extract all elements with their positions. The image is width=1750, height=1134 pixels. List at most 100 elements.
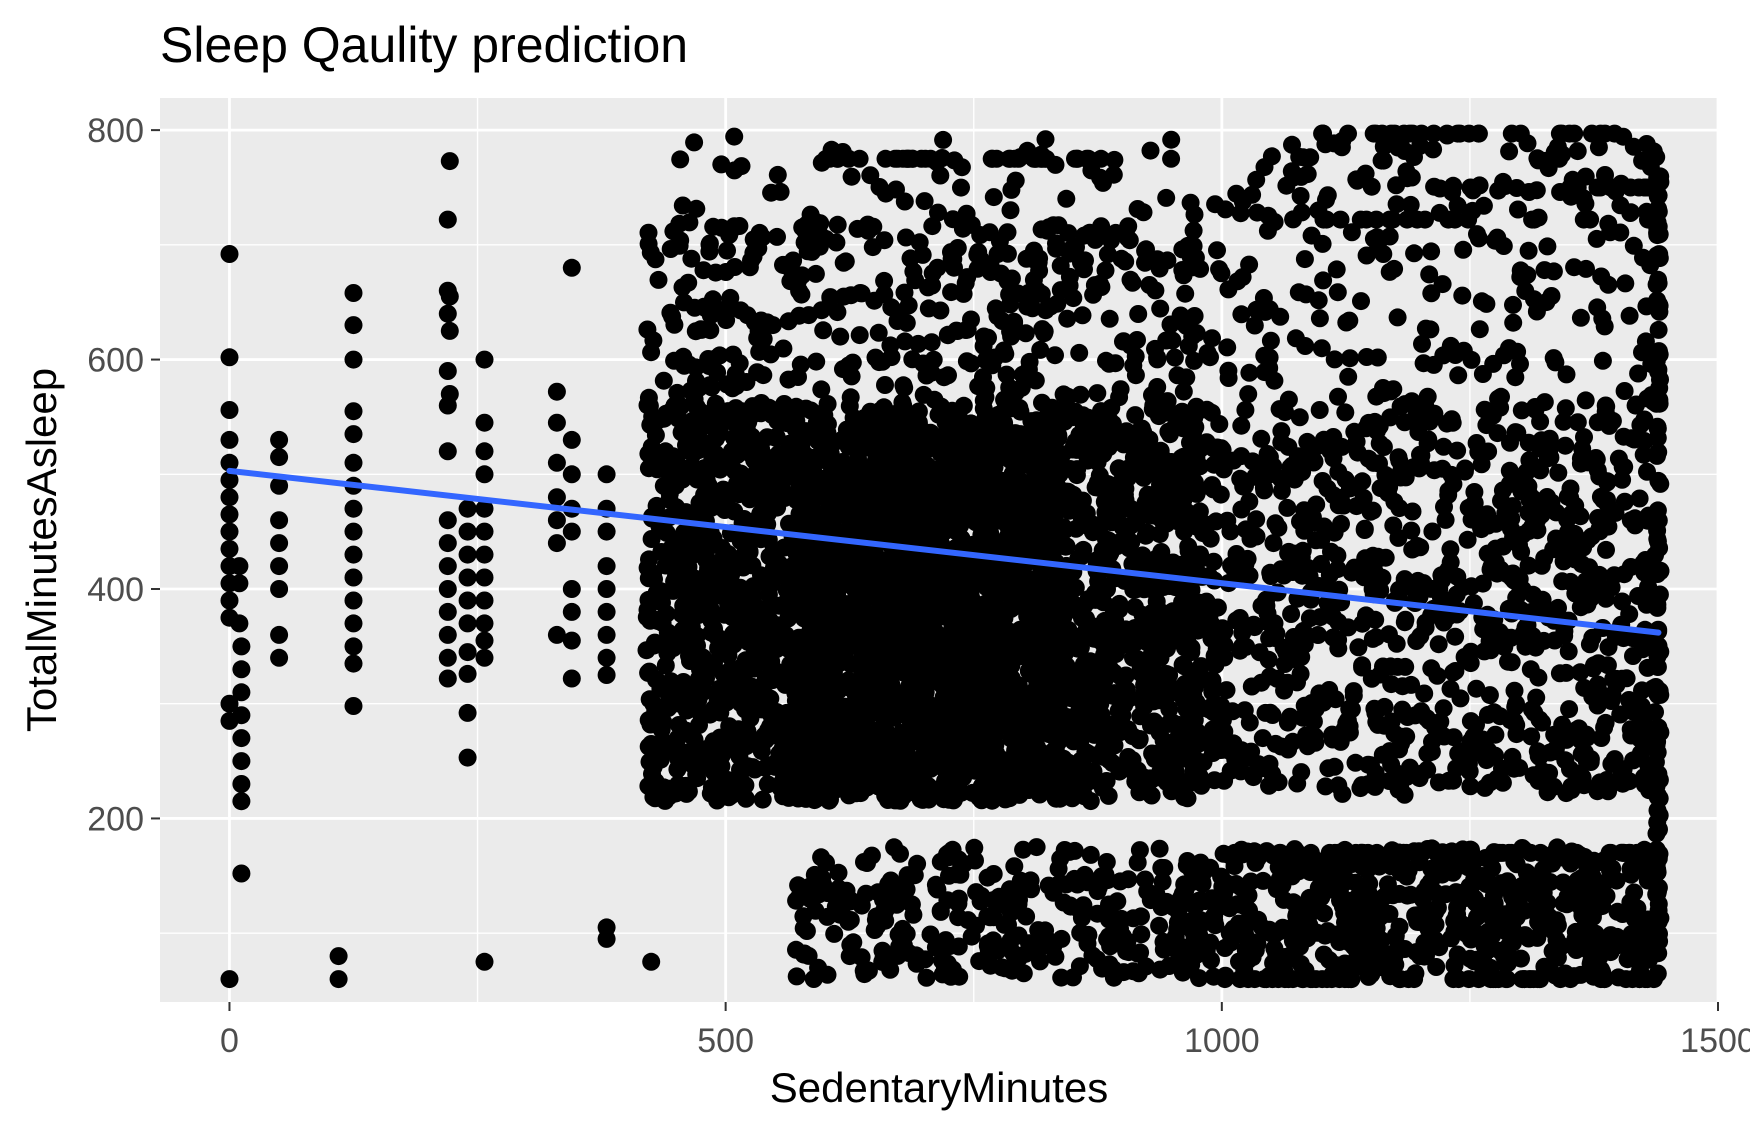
data-point bbox=[659, 697, 678, 716]
data-point bbox=[1075, 226, 1094, 245]
data-point bbox=[1145, 498, 1164, 517]
data-point bbox=[270, 511, 289, 530]
data-point bbox=[846, 637, 865, 655]
data-point bbox=[771, 182, 790, 201]
data-point bbox=[817, 853, 835, 872]
data-point bbox=[1177, 502, 1196, 521]
data-point bbox=[1076, 680, 1095, 699]
data-point bbox=[917, 968, 936, 987]
data-point bbox=[1132, 925, 1151, 944]
data-point bbox=[232, 660, 251, 679]
data-point bbox=[220, 471, 239, 489]
data-point bbox=[727, 377, 746, 396]
data-point bbox=[788, 742, 807, 761]
data-point bbox=[865, 435, 884, 454]
data-point bbox=[647, 496, 666, 515]
data-point bbox=[810, 688, 828, 707]
data-point bbox=[1047, 234, 1065, 253]
data-point bbox=[947, 865, 966, 884]
data-point bbox=[1033, 393, 1051, 412]
data-point bbox=[1074, 540, 1093, 559]
data-point bbox=[475, 568, 494, 587]
data-point bbox=[703, 582, 722, 601]
data-point bbox=[949, 894, 968, 913]
data-point bbox=[220, 245, 239, 263]
data-point bbox=[1106, 354, 1125, 373]
data-point bbox=[831, 327, 850, 346]
data-point bbox=[954, 284, 973, 303]
data-point bbox=[547, 413, 566, 432]
data-point bbox=[731, 674, 750, 693]
data-point bbox=[681, 381, 700, 400]
data-point bbox=[654, 371, 673, 390]
data-point bbox=[760, 756, 779, 775]
data-point bbox=[672, 423, 691, 442]
data-point bbox=[794, 945, 813, 964]
data-point bbox=[962, 354, 981, 373]
data-point bbox=[756, 731, 775, 750]
data-point bbox=[438, 511, 457, 530]
data-point bbox=[220, 453, 239, 472]
data-point bbox=[1007, 442, 1026, 461]
data-point bbox=[1182, 638, 1201, 657]
data-point bbox=[751, 490, 770, 509]
data-point bbox=[724, 345, 743, 364]
data-point bbox=[475, 522, 494, 541]
data-point bbox=[1151, 441, 1170, 460]
data-point bbox=[903, 350, 922, 369]
data-point bbox=[700, 357, 719, 375]
data-point bbox=[1113, 927, 1132, 946]
data-point bbox=[220, 591, 239, 610]
data-point bbox=[639, 223, 658, 242]
data-point bbox=[475, 350, 494, 369]
data-point bbox=[849, 543, 868, 562]
data-points bbox=[220, 124, 1670, 989]
data-point bbox=[707, 459, 726, 478]
data-point bbox=[928, 880, 947, 899]
data-point bbox=[1168, 913, 1187, 932]
data-point bbox=[923, 217, 942, 236]
data-point bbox=[722, 555, 741, 574]
data-point bbox=[806, 901, 825, 920]
data-point bbox=[440, 287, 459, 306]
data-point bbox=[714, 480, 733, 499]
data-point bbox=[440, 152, 459, 171]
data-point bbox=[898, 736, 917, 755]
data-point bbox=[1052, 579, 1071, 597]
data-point bbox=[1045, 429, 1064, 448]
data-point bbox=[830, 470, 849, 489]
data-point bbox=[1081, 845, 1100, 864]
data-point bbox=[1136, 253, 1154, 272]
data-point bbox=[807, 352, 826, 371]
data-point bbox=[806, 886, 825, 905]
data-point bbox=[650, 735, 669, 753]
data-point bbox=[797, 722, 816, 741]
data-point bbox=[1141, 141, 1160, 160]
data-point bbox=[700, 234, 719, 253]
data-point bbox=[1014, 481, 1033, 500]
data-point bbox=[232, 752, 251, 771]
data-point bbox=[547, 511, 566, 530]
data-point bbox=[1075, 747, 1094, 766]
data-point bbox=[696, 550, 715, 569]
data-point bbox=[678, 782, 697, 801]
data-point bbox=[837, 752, 856, 771]
data-point bbox=[953, 219, 972, 238]
data-point bbox=[438, 534, 457, 553]
data-point bbox=[767, 665, 785, 684]
data-point bbox=[876, 911, 895, 930]
data-point bbox=[1173, 959, 1192, 978]
data-point bbox=[705, 619, 723, 638]
data-point bbox=[770, 744, 789, 763]
data-point bbox=[743, 758, 762, 777]
data-point bbox=[675, 583, 694, 602]
data-point bbox=[329, 947, 348, 966]
data-point bbox=[1114, 462, 1133, 481]
data-point bbox=[1115, 695, 1134, 714]
data-point bbox=[791, 355, 810, 374]
data-point bbox=[1150, 916, 1169, 935]
data-point bbox=[1019, 289, 1038, 307]
data-point bbox=[1035, 538, 1054, 557]
data-point bbox=[766, 428, 785, 447]
